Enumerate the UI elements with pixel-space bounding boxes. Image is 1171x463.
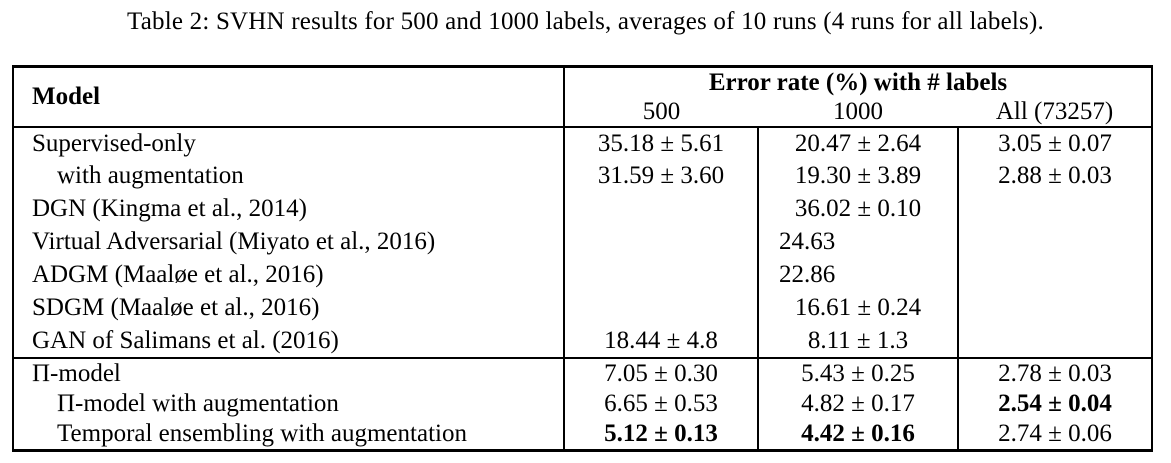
value-500 — [564, 226, 758, 259]
column-header-all: All (73257) — [958, 97, 1152, 128]
table-row-temporal-ensembling: Temporal ensembling with augmentation 5.… — [13, 419, 1152, 451]
table-row-gan-salimans: GAN of Salimans et al. (2016) 18.44 ± 4.… — [13, 324, 1152, 358]
value-all: 3.05 ± 0.07 — [957, 126, 1152, 160]
value-500: 18.44 ± 4.8 — [604, 326, 718, 354]
value-all — [957, 324, 1152, 358]
model-label: ADGM (Maaløe et al., 2016) — [13, 258, 565, 292]
value-1000: 5.43 ± 0.25 — [757, 356, 958, 389]
model-label: SDGM (Maaløe et al., 2016) — [13, 291, 565, 325]
model-label: Temporal ensembling with augmentation — [13, 419, 565, 451]
table-row-virtual-adversarial: Virtual Adversarial (Miyato et al., 2016… — [13, 225, 1152, 259]
column-header-error-rate-group: Error rate (%) with # labels — [708, 68, 1008, 96]
value-1000: 8.11 ± 1.3 — [757, 324, 958, 358]
value-all: 2.88 ± 0.03 — [957, 159, 1152, 193]
model-label: DGN (Kingma et al., 2014) — [13, 192, 565, 226]
column-header-1000: 1000 — [758, 97, 958, 128]
model-label: Π-model — [13, 356, 565, 389]
value-1000: 4.82 ± 0.17 — [757, 388, 958, 420]
value-all — [957, 225, 1152, 259]
value-500: 6.65 ± 0.53 — [604, 390, 718, 417]
value-1000: 22.86 — [757, 258, 958, 292]
results-table: Model Error rate (%) with # labels 500 1… — [12, 65, 1153, 452]
paper-page: Table 2: SVHN results for 500 and 1000 l… — [12, 8, 1153, 452]
value-500 — [564, 193, 758, 226]
value-500: 35.18 ± 5.61 — [597, 129, 725, 157]
value-1000: 24.63 — [757, 225, 958, 259]
value-500-best: 5.12 ± 0.13 — [604, 420, 718, 448]
value-1000: 19.30 ± 3.89 — [757, 159, 958, 193]
model-label: Π-model with augmentation — [13, 388, 565, 420]
value-500: 31.59 ± 3.60 — [597, 162, 725, 189]
value-all — [957, 291, 1152, 325]
value-1000: 16.61 ± 0.24 — [757, 291, 958, 325]
value-1000-best: 4.42 ± 0.16 — [757, 419, 958, 451]
table-row-supervised-augmentation: with augmentation 31.59 ± 3.60 19.30 ± 3… — [13, 159, 1152, 193]
value-500 — [564, 292, 758, 325]
table-caption: Table 2: SVHN results for 500 and 1000 l… — [127, 8, 1044, 35]
table-row-supervised-only: Supervised-only 35.18 ± 5.61 20.47 ± 2.6… — [13, 126, 1152, 160]
value-1000: 20.47 ± 2.64 — [757, 126, 958, 160]
table-row-pi-model: Π-model 7.05 ± 0.30 5.43 ± 0.25 2.78 ± 0… — [13, 356, 1152, 389]
column-header-model: Model — [13, 66, 565, 128]
model-label: Virtual Adversarial (Miyato et al., 2016… — [13, 225, 565, 259]
table-row-dgn: DGN (Kingma et al., 2014) 36.02 ± 0.10 — [13, 192, 1152, 226]
value-500 — [564, 259, 758, 292]
value-all-best: 2.54 ± 0.04 — [957, 388, 1152, 420]
table-row-pi-model-augmentation: Π-model with augmentation 6.65 ± 0.53 4.… — [13, 388, 1152, 420]
header-row-group: Model Error rate (%) with # labels — [13, 66, 1152, 128]
value-all — [957, 258, 1152, 292]
table-row-adgm: ADGM (Maaløe et al., 2016) 22.86 — [13, 258, 1152, 292]
value-500: 7.05 ± 0.30 — [564, 356, 758, 389]
model-label: GAN of Salimans et al. (2016) — [13, 324, 565, 358]
column-header-500: 500 — [564, 97, 758, 128]
model-label: with augmentation — [13, 159, 565, 193]
table-row-sdgm: SDGM (Maaløe et al., 2016) 16.61 ± 0.24 — [13, 291, 1152, 325]
value-1000: 36.02 ± 0.10 — [757, 192, 958, 226]
value-all: 2.78 ± 0.03 — [957, 356, 1152, 389]
value-all — [957, 192, 1152, 226]
header-row-sub: 500 1000 All (73257) — [13, 97, 1152, 128]
model-label: Supervised-only — [13, 126, 565, 160]
value-all: 2.74 ± 0.06 — [957, 419, 1152, 451]
